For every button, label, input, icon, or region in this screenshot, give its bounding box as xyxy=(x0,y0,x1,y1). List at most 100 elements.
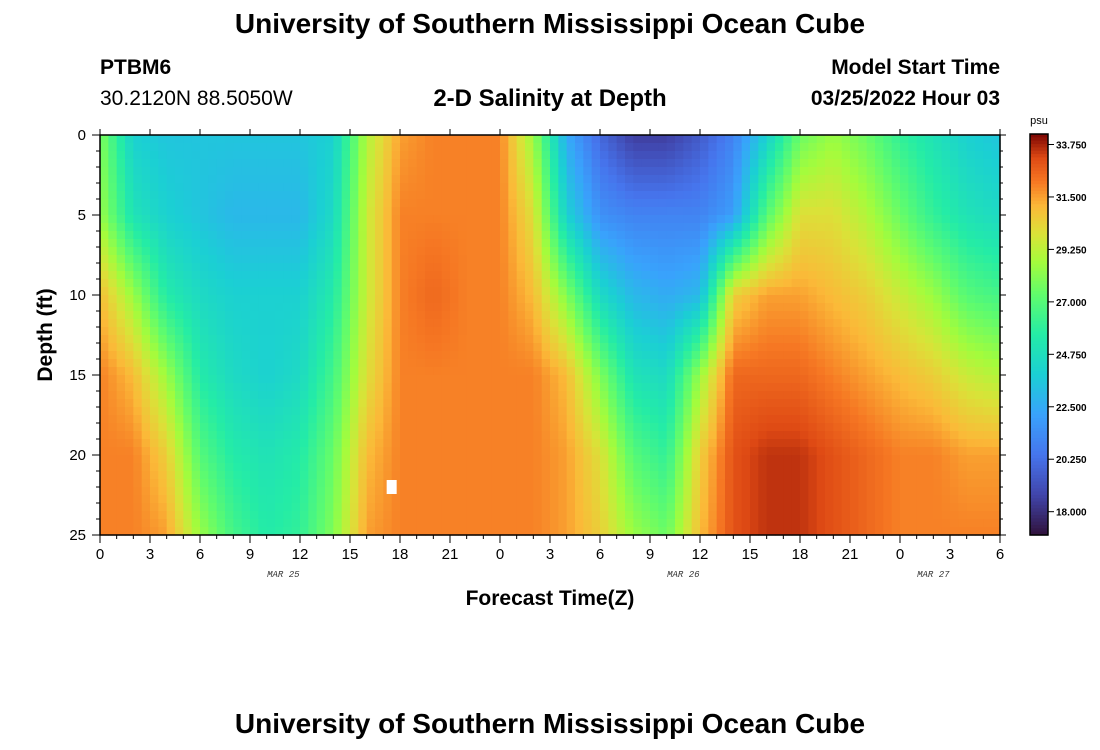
heatmap-cell xyxy=(983,399,993,408)
heatmap-cell xyxy=(866,295,876,304)
heatmap-cell xyxy=(933,263,943,272)
heatmap-cell xyxy=(725,175,734,184)
heatmap-cell xyxy=(533,351,543,360)
heatmap-cell xyxy=(125,415,134,424)
heatmap-cell xyxy=(866,447,876,456)
heatmap-cell xyxy=(433,191,443,200)
heatmap-cell xyxy=(333,215,343,224)
heatmap-cell xyxy=(766,247,776,256)
heatmap-cell xyxy=(725,223,734,232)
heatmap-cell xyxy=(491,263,501,272)
heatmap-cell xyxy=(491,247,501,256)
heatmap-cell xyxy=(441,399,451,408)
heatmap-cell xyxy=(275,399,284,408)
heatmap-cell xyxy=(875,447,884,456)
heatmap-cell xyxy=(716,447,726,456)
heatmap-cell xyxy=(958,295,968,304)
heatmap-cell xyxy=(875,143,884,152)
heatmap-cell xyxy=(375,167,384,176)
heatmap-cell xyxy=(966,167,976,176)
heatmap-cell xyxy=(116,207,126,216)
heatmap-cell xyxy=(975,263,984,272)
heatmap-cell xyxy=(516,399,526,408)
heatmap-cell xyxy=(100,279,109,288)
heatmap-cell xyxy=(175,263,184,272)
heatmap-cell xyxy=(400,287,409,296)
heatmap-cell xyxy=(433,295,443,304)
heatmap-cell xyxy=(425,247,434,256)
heatmap-cell xyxy=(250,455,259,464)
heatmap-cell xyxy=(800,463,809,472)
heatmap-cell xyxy=(808,367,818,376)
heatmap-cell xyxy=(941,255,951,264)
heatmap-cell xyxy=(500,479,509,488)
heatmap-cell xyxy=(916,439,926,448)
heatmap-cell xyxy=(950,159,959,168)
heatmap-cell xyxy=(691,215,701,224)
heatmap-cell xyxy=(391,351,401,360)
heatmap-cell xyxy=(400,471,409,480)
heatmap-cell xyxy=(183,455,193,464)
heatmap-cell xyxy=(583,279,593,288)
heatmap-cell xyxy=(508,487,518,496)
heatmap-cell xyxy=(858,223,868,232)
heatmap-cell xyxy=(675,159,684,168)
heatmap-cell xyxy=(341,295,351,304)
heatmap-cell xyxy=(816,279,826,288)
heatmap-cell xyxy=(891,159,901,168)
heatmap-cell xyxy=(825,175,834,184)
heatmap-cell xyxy=(433,255,443,264)
heatmap-cell xyxy=(158,159,168,168)
heatmap-cell xyxy=(258,351,268,360)
heatmap-cell xyxy=(150,471,159,480)
heatmap-cell xyxy=(641,415,651,424)
heatmap-cell xyxy=(850,303,859,312)
heatmap-cell xyxy=(133,199,143,208)
heatmap-cell xyxy=(100,183,109,192)
heatmap-cell xyxy=(833,479,843,488)
heatmap-cell xyxy=(875,215,884,224)
heatmap-cell xyxy=(108,471,118,480)
heatmap-cell xyxy=(175,327,184,336)
heatmap-cell xyxy=(716,359,726,368)
heatmap-cell xyxy=(275,255,284,264)
heatmap-cell xyxy=(616,311,626,320)
heatmap-cell xyxy=(666,375,676,384)
heatmap-cell xyxy=(183,383,193,392)
heatmap-cell xyxy=(200,135,209,144)
heatmap-cell xyxy=(141,351,151,360)
heatmap-cell xyxy=(633,159,643,168)
heatmap-cell xyxy=(666,135,676,144)
heatmap-cell xyxy=(450,135,459,144)
heatmap-cell xyxy=(433,487,443,496)
heatmap-cell xyxy=(533,343,543,352)
heatmap-cell xyxy=(825,183,834,192)
heatmap-cell xyxy=(116,367,126,376)
heatmap-cell xyxy=(591,263,601,272)
heatmap-cell xyxy=(750,263,759,272)
heatmap-cell xyxy=(575,191,584,200)
heatmap-cell xyxy=(925,151,934,160)
heatmap-cell xyxy=(258,415,268,424)
heatmap-cell xyxy=(383,367,393,376)
heatmap-cell xyxy=(975,439,984,448)
heatmap-cell xyxy=(508,479,518,488)
heatmap-cell xyxy=(683,295,693,304)
heatmap-cell xyxy=(133,391,143,400)
heatmap-cell xyxy=(900,327,909,336)
heatmap-cell xyxy=(825,167,834,176)
heatmap-cell xyxy=(308,143,318,152)
heatmap-cell xyxy=(891,471,901,480)
heatmap-cell xyxy=(441,215,451,224)
heatmap-cell xyxy=(625,439,634,448)
heatmap-cell xyxy=(150,263,159,272)
heatmap-cell xyxy=(391,167,401,176)
heatmap-cell xyxy=(283,327,293,336)
heatmap-cell xyxy=(575,295,584,304)
heatmap-cell xyxy=(658,311,668,320)
heatmap-cell xyxy=(116,199,126,208)
heatmap-cell xyxy=(983,383,993,392)
heatmap-cell xyxy=(641,295,651,304)
heatmap-cell xyxy=(641,455,651,464)
